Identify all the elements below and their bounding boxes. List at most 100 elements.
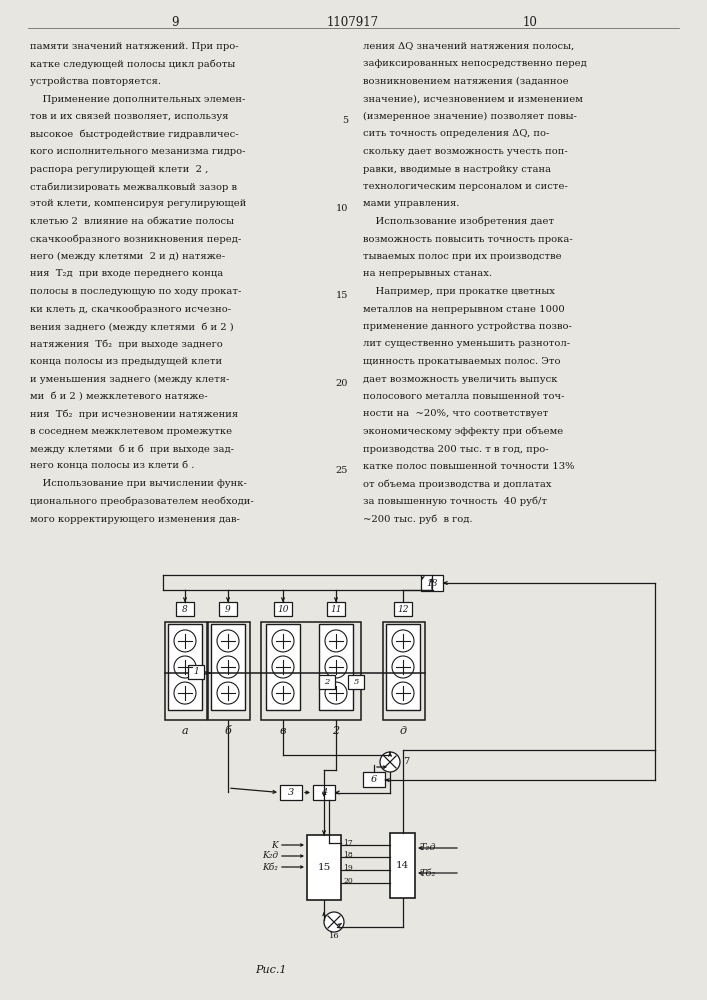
- Text: ления ΔQ значений натяжения полосы,: ления ΔQ значений натяжения полосы,: [363, 42, 574, 51]
- Text: 14: 14: [396, 861, 409, 870]
- Text: 2: 2: [332, 726, 339, 736]
- Text: возникновением натяжения (заданное: возникновением натяжения (заданное: [363, 77, 568, 86]
- Bar: [394, 602, 412, 616]
- Text: 10: 10: [277, 604, 288, 613]
- Text: лит существенно уменьшить разнотол-: лит существенно уменьшить разнотол-: [363, 340, 570, 349]
- Text: мами управления.: мами управления.: [363, 200, 460, 209]
- Circle shape: [380, 752, 400, 772]
- Text: возможность повысить точность прока-: возможность повысить точность прока-: [363, 234, 573, 243]
- Text: кого исполнительного мезанизма гидро-: кого исполнительного мезанизма гидро-: [30, 147, 245, 156]
- Text: полосы в последующую по ходу прокат-: полосы в последующую по ходу прокат-: [30, 287, 241, 296]
- Text: применение данного устройства позво-: применение данного устройства позво-: [363, 322, 572, 331]
- Text: стабилизировать межвалковый зазор в: стабилизировать межвалковый зазор в: [30, 182, 237, 192]
- Bar: [386, 624, 420, 710]
- Text: тываемых полос при их производстве: тываемых полос при их производстве: [363, 252, 561, 261]
- Text: 20: 20: [343, 877, 353, 885]
- Text: скачкообразного возникновения перед-: скачкообразного возникновения перед-: [30, 234, 241, 244]
- Text: 11: 11: [330, 604, 341, 613]
- Bar: [348, 675, 364, 689]
- Text: равки, вводимые в настройку стана: равки, вводимые в настройку стана: [363, 164, 551, 174]
- Bar: [165, 622, 207, 720]
- Bar: [261, 622, 361, 720]
- Circle shape: [174, 656, 196, 678]
- Text: 10: 10: [522, 16, 537, 29]
- Bar: [188, 665, 204, 679]
- Text: 4: 4: [321, 788, 327, 797]
- Circle shape: [217, 682, 239, 704]
- Text: зафиксированных непосредственно перед: зафиксированных непосредственно перед: [363, 60, 587, 68]
- Text: ~200 тыс. руб  в год.: ~200 тыс. руб в год.: [363, 514, 472, 524]
- Text: катке следующей полосы цикл работы: катке следующей полосы цикл работы: [30, 60, 235, 69]
- Bar: [219, 602, 237, 616]
- Text: a: a: [182, 726, 188, 736]
- Text: 1107917: 1107917: [327, 16, 379, 29]
- Text: натяжения  Тб₂  при выходе заднего: натяжения Тб₂ при выходе заднего: [30, 340, 223, 349]
- Circle shape: [392, 682, 414, 704]
- Text: 15: 15: [336, 291, 348, 300]
- Text: Рис.1: Рис.1: [255, 965, 286, 975]
- Bar: [383, 622, 425, 720]
- Text: ния  Т₂д  при входе переднего конца: ния Т₂д при входе переднего конца: [30, 269, 223, 278]
- Bar: [307, 835, 341, 900]
- Circle shape: [272, 656, 294, 678]
- Text: производства 200 тыс. т в год, про-: производства 200 тыс. т в год, про-: [363, 444, 549, 454]
- Text: за повышенную точность  40 руб/т: за повышенную точность 40 руб/т: [363, 497, 547, 506]
- Bar: [211, 624, 245, 710]
- Text: клетью 2  влияние на обжатие полосы: клетью 2 влияние на обжатие полосы: [30, 217, 234, 226]
- Text: ки клеть д, скачкообразного исчезно-: ки клеть д, скачкообразного исчезно-: [30, 304, 231, 314]
- Text: б: б: [225, 726, 231, 736]
- Text: 19: 19: [343, 864, 353, 872]
- Text: мого корректирующего изменения дав-: мого корректирующего изменения дав-: [30, 514, 240, 524]
- Text: него конца полосы из клети б .: него конца полосы из клети б .: [30, 462, 194, 471]
- Text: вения заднего (между клетями  б и 2 ): вения заднего (между клетями б и 2 ): [30, 322, 234, 332]
- Circle shape: [174, 630, 196, 652]
- Text: (измеренное значение) позволяет повы-: (измеренное значение) позволяет повы-: [363, 112, 577, 121]
- Bar: [313, 785, 335, 800]
- Text: 2: 2: [325, 678, 329, 686]
- Text: 12: 12: [397, 604, 409, 613]
- Text: Использование изобретения дает: Использование изобретения дает: [363, 217, 554, 227]
- Text: устройства повторяется.: устройства повторяется.: [30, 77, 161, 86]
- Text: технологическим персоналом и систе-: технологическим персоналом и систе-: [363, 182, 568, 191]
- Text: щинность прокатываемых полос. Это: щинность прокатываемых полос. Это: [363, 357, 561, 366]
- Bar: [266, 624, 300, 710]
- Circle shape: [217, 630, 239, 652]
- Text: 5: 5: [354, 678, 358, 686]
- Circle shape: [272, 630, 294, 652]
- Circle shape: [174, 682, 196, 704]
- Text: K: K: [271, 840, 278, 850]
- Text: 17: 17: [343, 839, 353, 847]
- Text: Использование при вычислении функ-: Использование при вычислении функ-: [30, 480, 247, 488]
- Circle shape: [325, 656, 347, 678]
- Text: Применение дополнительных элемен-: Применение дополнительных элемен-: [30, 95, 245, 104]
- Bar: [327, 602, 345, 616]
- Text: 9: 9: [171, 16, 179, 29]
- Bar: [421, 575, 443, 591]
- Circle shape: [324, 912, 344, 932]
- Text: этой клети, компенсируя регулирующей: этой клети, компенсируя регулирующей: [30, 200, 246, 209]
- Text: на непрерывных станах.: на непрерывных станах.: [363, 269, 492, 278]
- Circle shape: [392, 630, 414, 652]
- Text: 16: 16: [329, 932, 339, 940]
- Circle shape: [272, 682, 294, 704]
- Text: 20: 20: [336, 379, 348, 388]
- Text: 7: 7: [403, 758, 409, 766]
- Text: 13: 13: [426, 578, 438, 587]
- Text: 9: 9: [225, 604, 231, 613]
- Bar: [208, 622, 250, 720]
- Text: 18: 18: [343, 851, 353, 859]
- Text: экономическому эффекту при объеме: экономическому эффекту при объеме: [363, 427, 563, 436]
- Text: сить точность определения ΔQ, по-: сить точность определения ΔQ, по-: [363, 129, 549, 138]
- Text: 1: 1: [193, 668, 199, 676]
- Text: 5: 5: [342, 116, 348, 125]
- Circle shape: [392, 656, 414, 678]
- Text: скольку дает возможность учесть поп-: скольку дает возможность учесть поп-: [363, 147, 568, 156]
- Text: Kб₂: Kб₂: [262, 862, 278, 871]
- Text: катке полос повышенной точности 13%: катке полос повышенной точности 13%: [363, 462, 575, 471]
- Bar: [176, 602, 194, 616]
- Text: высокое  быстродействие гидравличес-: высокое быстродействие гидравличес-: [30, 129, 239, 139]
- Text: тов и их связей позволяет, используя: тов и их связей позволяет, используя: [30, 112, 228, 121]
- Text: ния  Тб₂  при исчезновении натяжения: ния Тб₂ при исчезновении натяжения: [30, 410, 238, 419]
- Text: значение), исчезновением и изменением: значение), исчезновением и изменением: [363, 95, 583, 104]
- Text: дает возможность увеличить выпуск: дает возможность увеличить выпуск: [363, 374, 558, 383]
